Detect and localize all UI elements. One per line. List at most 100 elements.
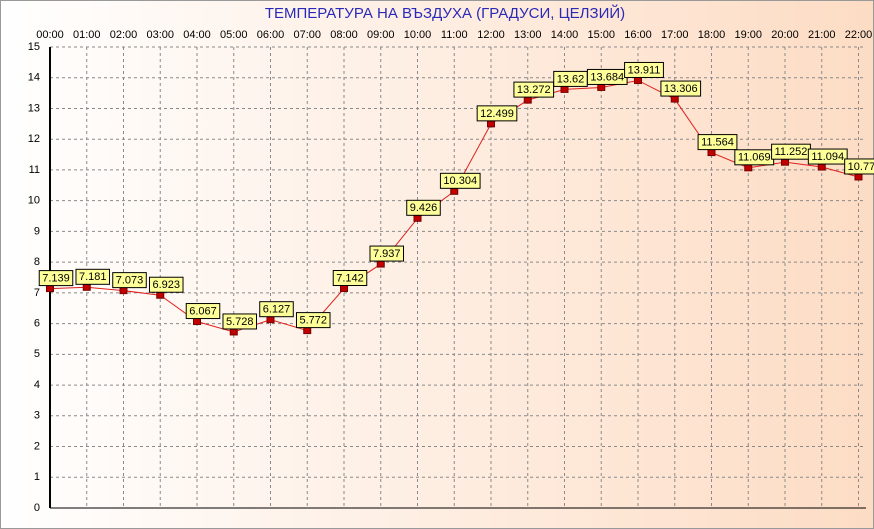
x-tick-label: 19:00 <box>734 29 762 41</box>
marker <box>413 214 422 222</box>
marker <box>82 283 91 291</box>
x-tick-label: 15:00 <box>587 29 615 41</box>
data-label-text: 13.272 <box>517 84 551 96</box>
data-label-text: 7.937 <box>373 248 401 260</box>
x-tick-label: 09:00 <box>367 29 395 41</box>
marker <box>781 158 789 166</box>
data-label: 11.252 <box>771 143 811 160</box>
marker <box>597 83 606 91</box>
x-tick-label: 10:00 <box>404 29 432 41</box>
data-label: 10.304 <box>439 172 481 189</box>
x-tick-label: 00:00 <box>36 29 64 41</box>
data-label: 13.911 <box>624 61 664 78</box>
data-label: 7.142 <box>332 270 368 287</box>
x-tick-label: 22:00 <box>845 29 873 41</box>
y-tick-label: 0 <box>34 502 40 514</box>
label-box <box>259 301 294 318</box>
data-label-text: 10.771 <box>848 161 874 173</box>
data-label-text: 7.073 <box>116 275 144 287</box>
y-tick-label: 11 <box>29 164 40 176</box>
x-tick-label: 06:00 <box>257 29 285 41</box>
data-label: 9.426 <box>406 199 441 216</box>
data-label: 11.564 <box>697 134 738 151</box>
x-tick-label: 13:00 <box>514 29 542 41</box>
chart-title: ТЕМПЕРАТУРА НА ВЪЗДУХА (ГРАДУСИ, ЦЕЛЗИЙ) <box>265 4 625 22</box>
data-label: 7.937 <box>369 245 405 262</box>
label-box <box>624 61 664 78</box>
x-tick-label: 11:00 <box>441 29 468 41</box>
marker <box>634 76 642 84</box>
marker <box>523 96 532 104</box>
data-label-text: 6.127 <box>263 304 291 316</box>
x-tick-label: 17:00 <box>661 29 689 41</box>
x-tick-label: 02:00 <box>110 29 138 41</box>
marker <box>817 163 826 171</box>
data-label: 7.139 <box>38 270 74 287</box>
x-tick-label: 05:00 <box>220 29 248 41</box>
data-label: 6.067 <box>185 303 221 320</box>
data-label: 7.073 <box>112 272 147 289</box>
data-label-text: 5.772 <box>299 315 327 327</box>
data-label: 5.772 <box>295 312 331 329</box>
y-tick-label: 5 <box>34 348 40 360</box>
data-label-text: 11.069 <box>738 152 771 164</box>
y-tick-label: 3 <box>34 410 40 422</box>
y-tick-label: 4 <box>34 379 40 391</box>
x-tick-label: 18:00 <box>698 29 726 41</box>
marker <box>670 95 679 103</box>
x-tick-label: 14:00 <box>551 29 579 41</box>
label-box <box>332 270 368 287</box>
x-tick-label: 07:00 <box>293 29 321 41</box>
label-box <box>406 199 441 216</box>
marker <box>450 187 459 195</box>
data-label: 12.499 <box>476 105 518 122</box>
y-tick-label: 8 <box>34 256 40 268</box>
data-label: 13.272 <box>513 81 555 98</box>
marker <box>229 328 238 336</box>
label-box <box>697 134 738 151</box>
data-label: 10.771 <box>844 158 874 175</box>
data-label-text: 7.139 <box>42 273 70 285</box>
data-label-text: 10.304 <box>443 175 477 187</box>
x-tick-label: 08:00 <box>330 29 358 41</box>
y-tick-label: 6 <box>34 318 40 330</box>
data-label-text: 11.564 <box>701 137 734 149</box>
label-box <box>38 270 74 287</box>
label-box <box>75 268 111 285</box>
marker <box>376 260 385 268</box>
data-label-text: 13.911 <box>628 64 661 76</box>
marker <box>707 149 716 157</box>
marker <box>266 316 275 324</box>
data-label: 11.094 <box>807 148 848 165</box>
label-box <box>476 105 518 122</box>
data-label-text: 5.728 <box>226 316 254 328</box>
y-tick-label: 1 <box>34 471 40 483</box>
label-box <box>112 272 147 289</box>
label-box <box>660 80 702 97</box>
y-tick-label: 2 <box>34 440 40 452</box>
marker <box>854 173 863 181</box>
label-box <box>148 276 184 293</box>
label-box <box>295 312 331 329</box>
marker <box>193 318 201 326</box>
data-label-text: 11.252 <box>775 146 808 158</box>
label-box <box>222 313 258 330</box>
y-tick-label: 15 <box>28 41 40 53</box>
x-tick-label: 12:00 <box>477 29 505 41</box>
marker <box>156 291 165 299</box>
x-tick-label: 20:00 <box>771 29 799 41</box>
data-label: 13.684 <box>586 68 628 85</box>
data-label-text: 11.094 <box>811 151 844 163</box>
data-label-text: 7.181 <box>79 271 107 283</box>
marker <box>119 287 128 295</box>
x-tick-label: 21:00 <box>808 29 836 41</box>
y-tick-label: 14 <box>28 72 40 84</box>
data-label: 6.923 <box>148 276 184 293</box>
data-label: 6.127 <box>259 301 294 318</box>
marker <box>487 120 495 128</box>
data-label-text: 13.684 <box>590 71 624 83</box>
label-box <box>185 303 221 320</box>
data-label: 5.728 <box>222 313 258 330</box>
